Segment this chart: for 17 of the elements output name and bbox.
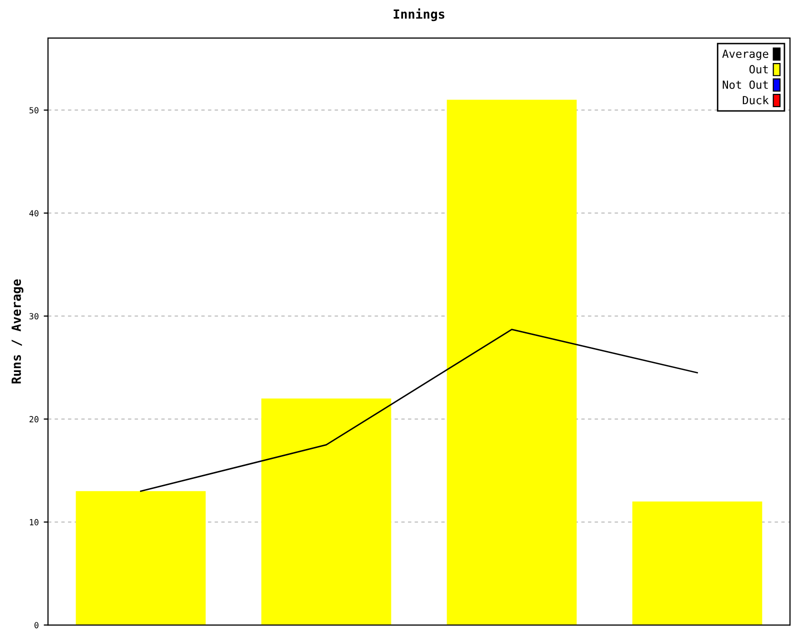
y-tick-label: 10: [30, 519, 38, 526]
line-series: [140, 328, 698, 492]
chart-title: Innings: [394, 8, 444, 22]
y-tick-label: 20: [30, 416, 38, 422]
legend-label: Duck: [742, 96, 769, 104]
bar: [632, 501, 762, 626]
y-tick-label: 0: [34, 622, 38, 628]
legend-label: Average: [722, 50, 768, 60]
y-tick-label: 30: [29, 313, 38, 320]
y-axis-title: Runs / Average: [12, 279, 24, 384]
legend-label: Not Out: [722, 80, 768, 89]
bar: [261, 398, 392, 626]
bar: [76, 491, 206, 626]
y-tick-label: 40: [29, 210, 38, 216]
bar: [446, 100, 577, 626]
y-tick-label: 50: [30, 107, 38, 114]
legend-label: Out: [749, 65, 768, 74]
